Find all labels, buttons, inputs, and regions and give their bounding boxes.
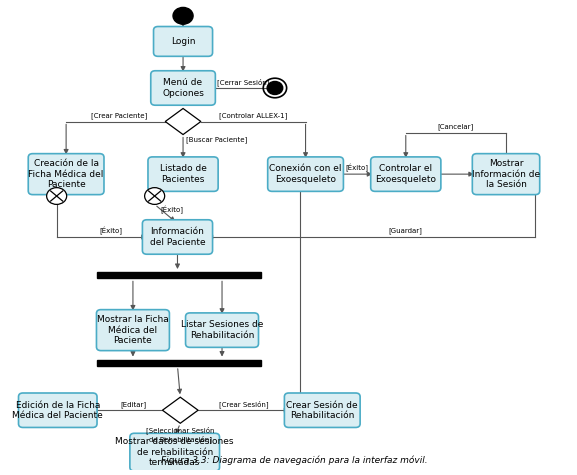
Text: [Éxito]: [Éxito] — [346, 163, 369, 172]
FancyBboxPatch shape — [473, 153, 539, 195]
Text: [Éxito]: [Éxito] — [160, 206, 183, 214]
Text: Información
del Paciente: Información del Paciente — [149, 228, 205, 247]
Text: Creación de la
Ficha Médica del
Paciente: Creación de la Ficha Médica del Paciente — [28, 159, 104, 189]
Circle shape — [267, 82, 283, 95]
FancyBboxPatch shape — [148, 157, 218, 191]
Text: [Crear Sesión]: [Crear Sesión] — [219, 400, 268, 408]
Circle shape — [173, 8, 193, 24]
Text: Mostrar
Información de
la Sesión: Mostrar Información de la Sesión — [472, 159, 540, 189]
Text: Crear Sesión de
Rehabilitación: Crear Sesión de Rehabilitación — [286, 400, 358, 420]
Text: Listado de
Pacientes: Listado de Pacientes — [160, 164, 207, 184]
Text: [Guardar]: [Guardar] — [389, 228, 423, 234]
FancyBboxPatch shape — [96, 310, 170, 351]
Text: [Controlar ALLEX-1]: [Controlar ALLEX-1] — [219, 113, 287, 119]
Text: Login: Login — [171, 37, 195, 46]
FancyBboxPatch shape — [268, 157, 343, 191]
FancyBboxPatch shape — [143, 220, 212, 254]
Text: [Cerrar Sesión]: [Cerrar Sesión] — [216, 78, 269, 86]
FancyBboxPatch shape — [370, 157, 441, 191]
FancyBboxPatch shape — [151, 71, 215, 105]
FancyBboxPatch shape — [28, 153, 104, 195]
Polygon shape — [165, 108, 201, 134]
Circle shape — [145, 188, 164, 204]
Text: [Éxito]: [Éxito] — [99, 227, 122, 235]
Text: Edición de la Ficha
Médica del Paciente: Edición de la Ficha Médica del Paciente — [12, 400, 103, 420]
Text: Mostrar datos de sesiones
de rehabilitación
terminadas: Mostrar datos de sesiones de rehabilitac… — [115, 437, 234, 467]
FancyBboxPatch shape — [186, 313, 258, 347]
FancyBboxPatch shape — [18, 393, 97, 428]
Text: [Crear Paciente]: [Crear Paciente] — [91, 113, 147, 119]
Text: Figura 3.3: Diagrama de navegación para la interfaz móvil.: Figura 3.3: Diagrama de navegación para … — [161, 456, 428, 465]
Text: [Buscar Paciente]: [Buscar Paciente] — [186, 136, 247, 143]
Text: [Editar]: [Editar] — [120, 401, 146, 408]
Text: Menú de
Opciones: Menú de Opciones — [162, 78, 204, 98]
Text: Conexión con el
Exoesqueleto: Conexión con el Exoesqueleto — [269, 164, 342, 184]
Text: Mostrar la Ficha
Médica del
Paciente: Mostrar la Ficha Médica del Paciente — [97, 315, 169, 345]
Text: [Seleccionar Sesión
de Rehabilitación]: [Seleccionar Sesión de Rehabilitación] — [146, 427, 215, 443]
FancyBboxPatch shape — [153, 27, 212, 57]
Text: Listar Sesiones de
Rehabilitación: Listar Sesiones de Rehabilitación — [181, 321, 263, 340]
FancyBboxPatch shape — [97, 360, 261, 366]
Polygon shape — [163, 397, 198, 423]
FancyBboxPatch shape — [284, 393, 360, 428]
FancyBboxPatch shape — [97, 272, 261, 278]
Text: Controlar el
Exoesqueleto: Controlar el Exoesqueleto — [375, 164, 436, 184]
Text: [Cancelar]: [Cancelar] — [438, 124, 474, 130]
Circle shape — [47, 188, 67, 204]
FancyBboxPatch shape — [130, 433, 219, 471]
